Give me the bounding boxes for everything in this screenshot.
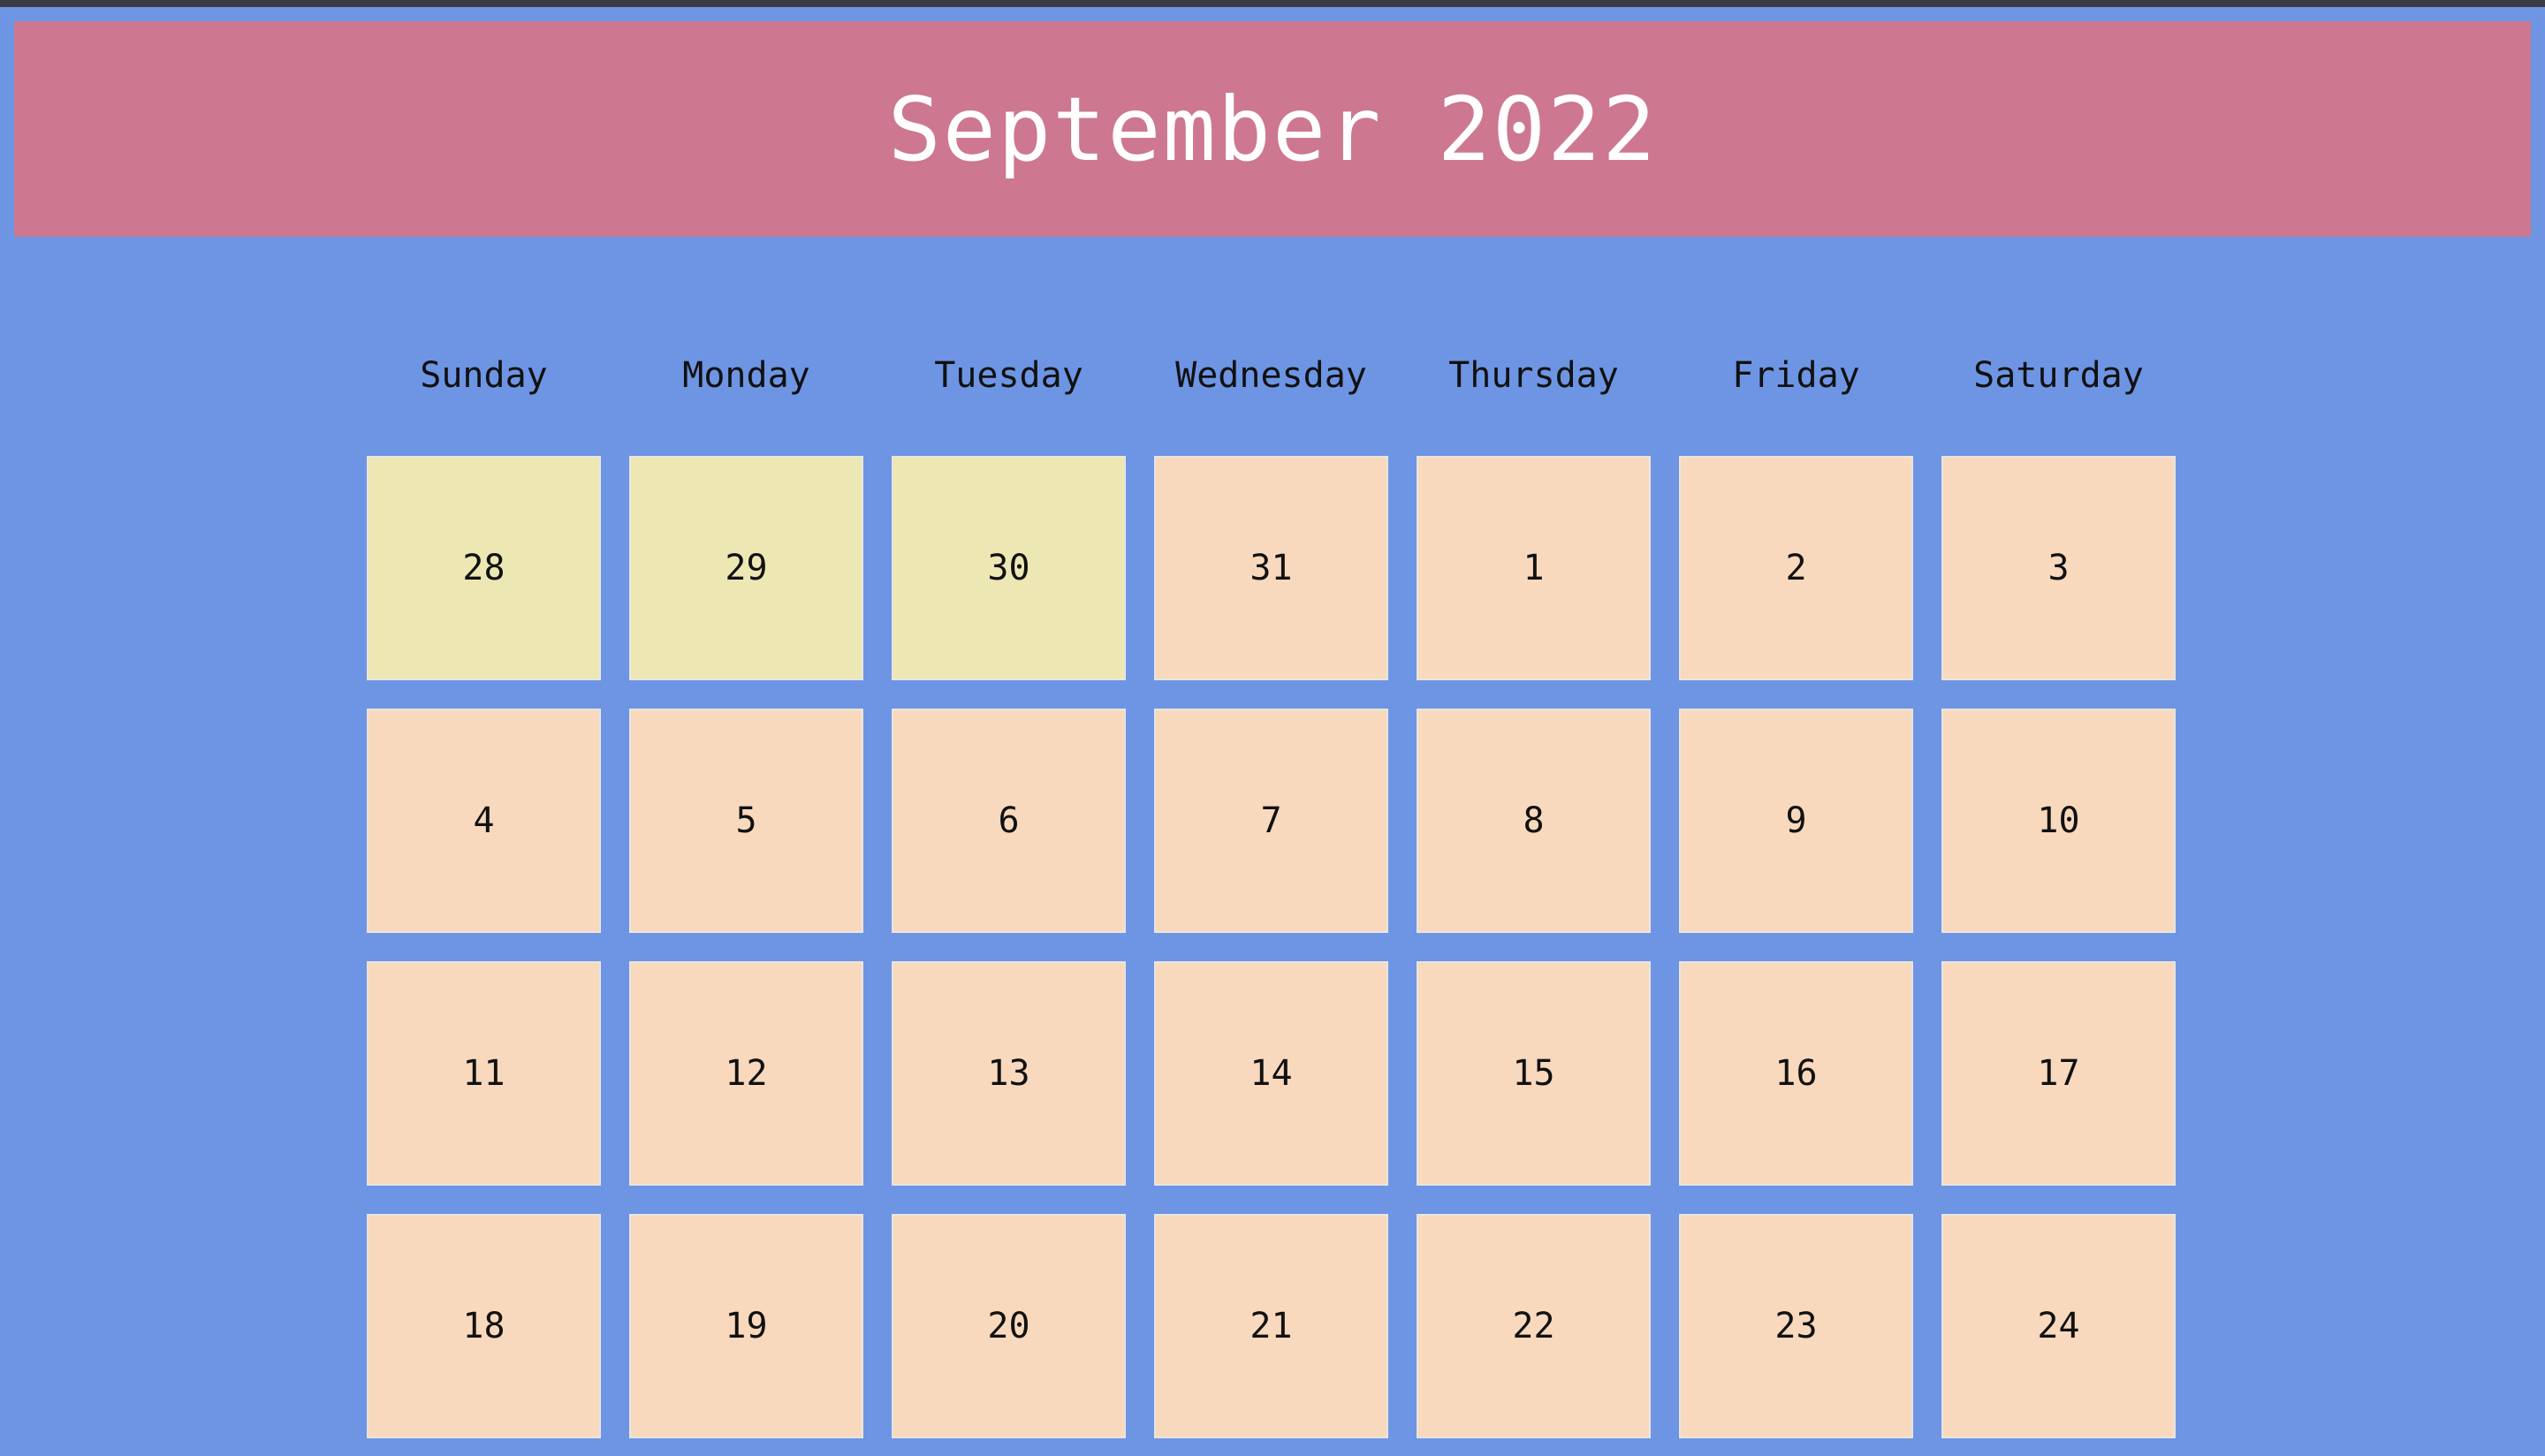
day-cell[interactable]: 14: [1154, 961, 1388, 1186]
day-number: 9: [1785, 800, 1807, 841]
day-grid: 28 29 30 31 1 2 3 4 5 6 7 8 9 10 11 12 13 14 15 16 17 18 19 20 2…: [367, 456, 2179, 1438]
day-cell[interactable]: 10: [1941, 709, 2176, 933]
day-number: 1: [1523, 548, 1545, 588]
day-cell[interactable]: 4: [367, 709, 601, 933]
day-number: 20: [987, 1306, 1030, 1346]
day-number: 29: [725, 548, 768, 588]
weekday-wednesday: Wednesday: [1175, 355, 1367, 396]
day-cell[interactable]: 23: [1679, 1214, 1913, 1438]
day-number: 21: [1250, 1306, 1293, 1346]
day-number: 6: [998, 800, 1020, 841]
day-number: 31: [1250, 548, 1293, 588]
weekday-row: Sunday Monday Tuesday Wednesday Thursday Frid…: [367, 336, 2179, 415]
day-number: 8: [1523, 800, 1545, 841]
day-cell[interactable]: 11: [367, 961, 601, 1186]
day-number: 13: [987, 1053, 1030, 1094]
day-cell[interactable]: 1: [1417, 456, 1651, 680]
month-title: September 2022: [887, 77, 1658, 181]
day-cell[interactable]: 8: [1417, 709, 1651, 933]
day-cell[interactable]: 3: [1941, 456, 2176, 680]
day-cell[interactable]: 9: [1679, 709, 1913, 933]
day-cell[interactable]: 17: [1941, 961, 2176, 1186]
day-cell[interactable]: 13: [892, 961, 1126, 1186]
day-cell[interactable]: 31: [1154, 456, 1388, 680]
day-number: 7: [1260, 800, 1282, 841]
day-cell[interactable]: 6: [892, 709, 1126, 933]
day-number: 2: [1785, 548, 1807, 588]
weekday-monday: Monday: [682, 355, 810, 396]
calendar-grid: Sunday Monday Tuesday Wednesday Thursday Frid…: [367, 336, 2179, 1438]
weekday-sunday: Sunday: [420, 355, 548, 396]
day-number: 22: [1512, 1306, 1555, 1346]
day-cell[interactable]: 20: [892, 1214, 1126, 1438]
day-number: 23: [1774, 1306, 1818, 1346]
calendar-header: September 2022: [14, 21, 2531, 237]
day-cell[interactable]: 2: [1679, 456, 1913, 680]
day-number: 30: [987, 548, 1030, 588]
day-cell[interactable]: 21: [1154, 1214, 1388, 1438]
day-cell-other-month[interactable]: 30: [892, 456, 1126, 680]
day-number: 12: [725, 1053, 768, 1094]
weekday-thursday: Thursday: [1448, 355, 1619, 396]
day-cell[interactable]: 12: [629, 961, 863, 1186]
day-cell[interactable]: 15: [1417, 961, 1651, 1186]
day-number: 14: [1250, 1053, 1293, 1094]
day-cell[interactable]: 5: [629, 709, 863, 933]
day-cell[interactable]: 24: [1941, 1214, 2176, 1438]
day-number: 17: [2037, 1053, 2080, 1094]
day-number: 28: [462, 548, 505, 588]
day-cell-other-month[interactable]: 28: [367, 456, 601, 680]
day-number: 18: [462, 1306, 505, 1346]
weekday-friday: Friday: [1732, 355, 1860, 396]
day-number: 5: [735, 800, 757, 841]
day-cell[interactable]: 19: [629, 1214, 863, 1438]
day-number: 15: [1512, 1053, 1555, 1094]
day-number: 4: [473, 800, 495, 841]
day-cell[interactable]: 22: [1417, 1214, 1651, 1438]
day-number: 11: [462, 1053, 505, 1094]
day-number: 16: [1774, 1053, 1818, 1094]
day-cell[interactable]: 7: [1154, 709, 1388, 933]
window-top-strip: [0, 0, 2545, 7]
day-number: 3: [2047, 548, 2070, 588]
day-cell-other-month[interactable]: 29: [629, 456, 863, 680]
weekday-tuesday: Tuesday: [934, 355, 1083, 396]
day-number: 19: [725, 1306, 768, 1346]
day-number: 10: [2037, 800, 2080, 841]
weekday-saturday: Saturday: [1973, 355, 2144, 396]
day-cell[interactable]: 16: [1679, 961, 1913, 1186]
day-number: 24: [2037, 1306, 2080, 1346]
day-cell[interactable]: 18: [367, 1214, 601, 1438]
